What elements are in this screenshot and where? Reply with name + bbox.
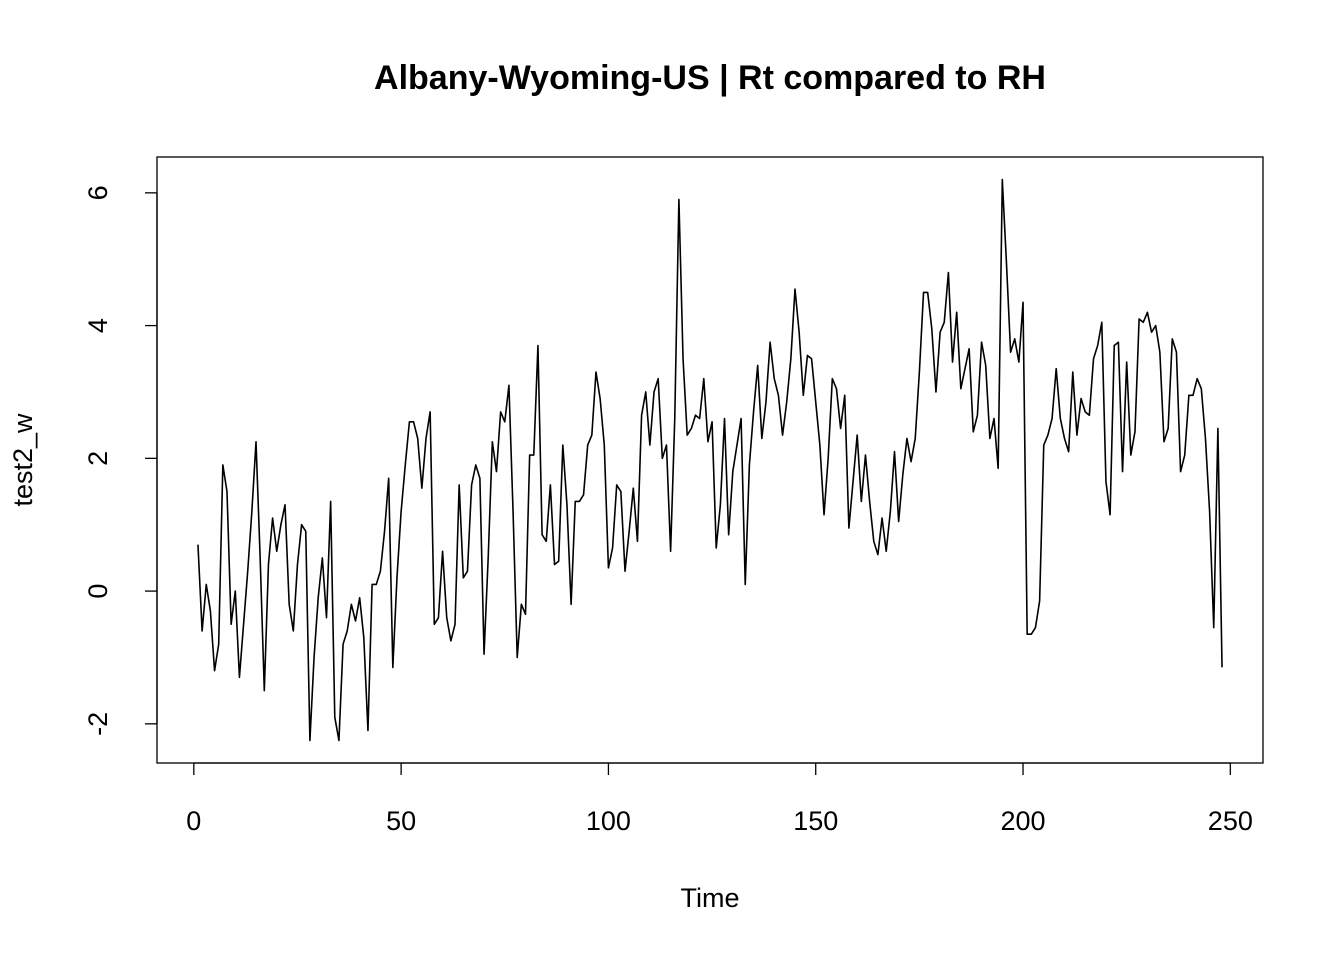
x-tick-label: 150 <box>793 806 838 836</box>
x-tick-label: 100 <box>586 806 631 836</box>
x-tick-label: 250 <box>1208 806 1253 836</box>
series-line <box>197 178 1223 742</box>
x-tick-label: 200 <box>1000 806 1045 836</box>
chart-title: Albany-Wyoming-US | Rt compared to RH <box>374 59 1046 97</box>
y-tick-label: 2 <box>83 451 113 466</box>
y-tick-label: 0 <box>83 584 113 599</box>
x-tick-label: 0 <box>186 806 201 836</box>
y-tick-label: 4 <box>83 318 113 333</box>
x-axis-label: Time <box>681 883 740 913</box>
y-tick-label: 6 <box>83 185 113 200</box>
y-axis-label: test2_w <box>8 413 38 507</box>
x-tick-label: 50 <box>386 806 416 836</box>
y-tick-label: -2 <box>83 712 113 736</box>
